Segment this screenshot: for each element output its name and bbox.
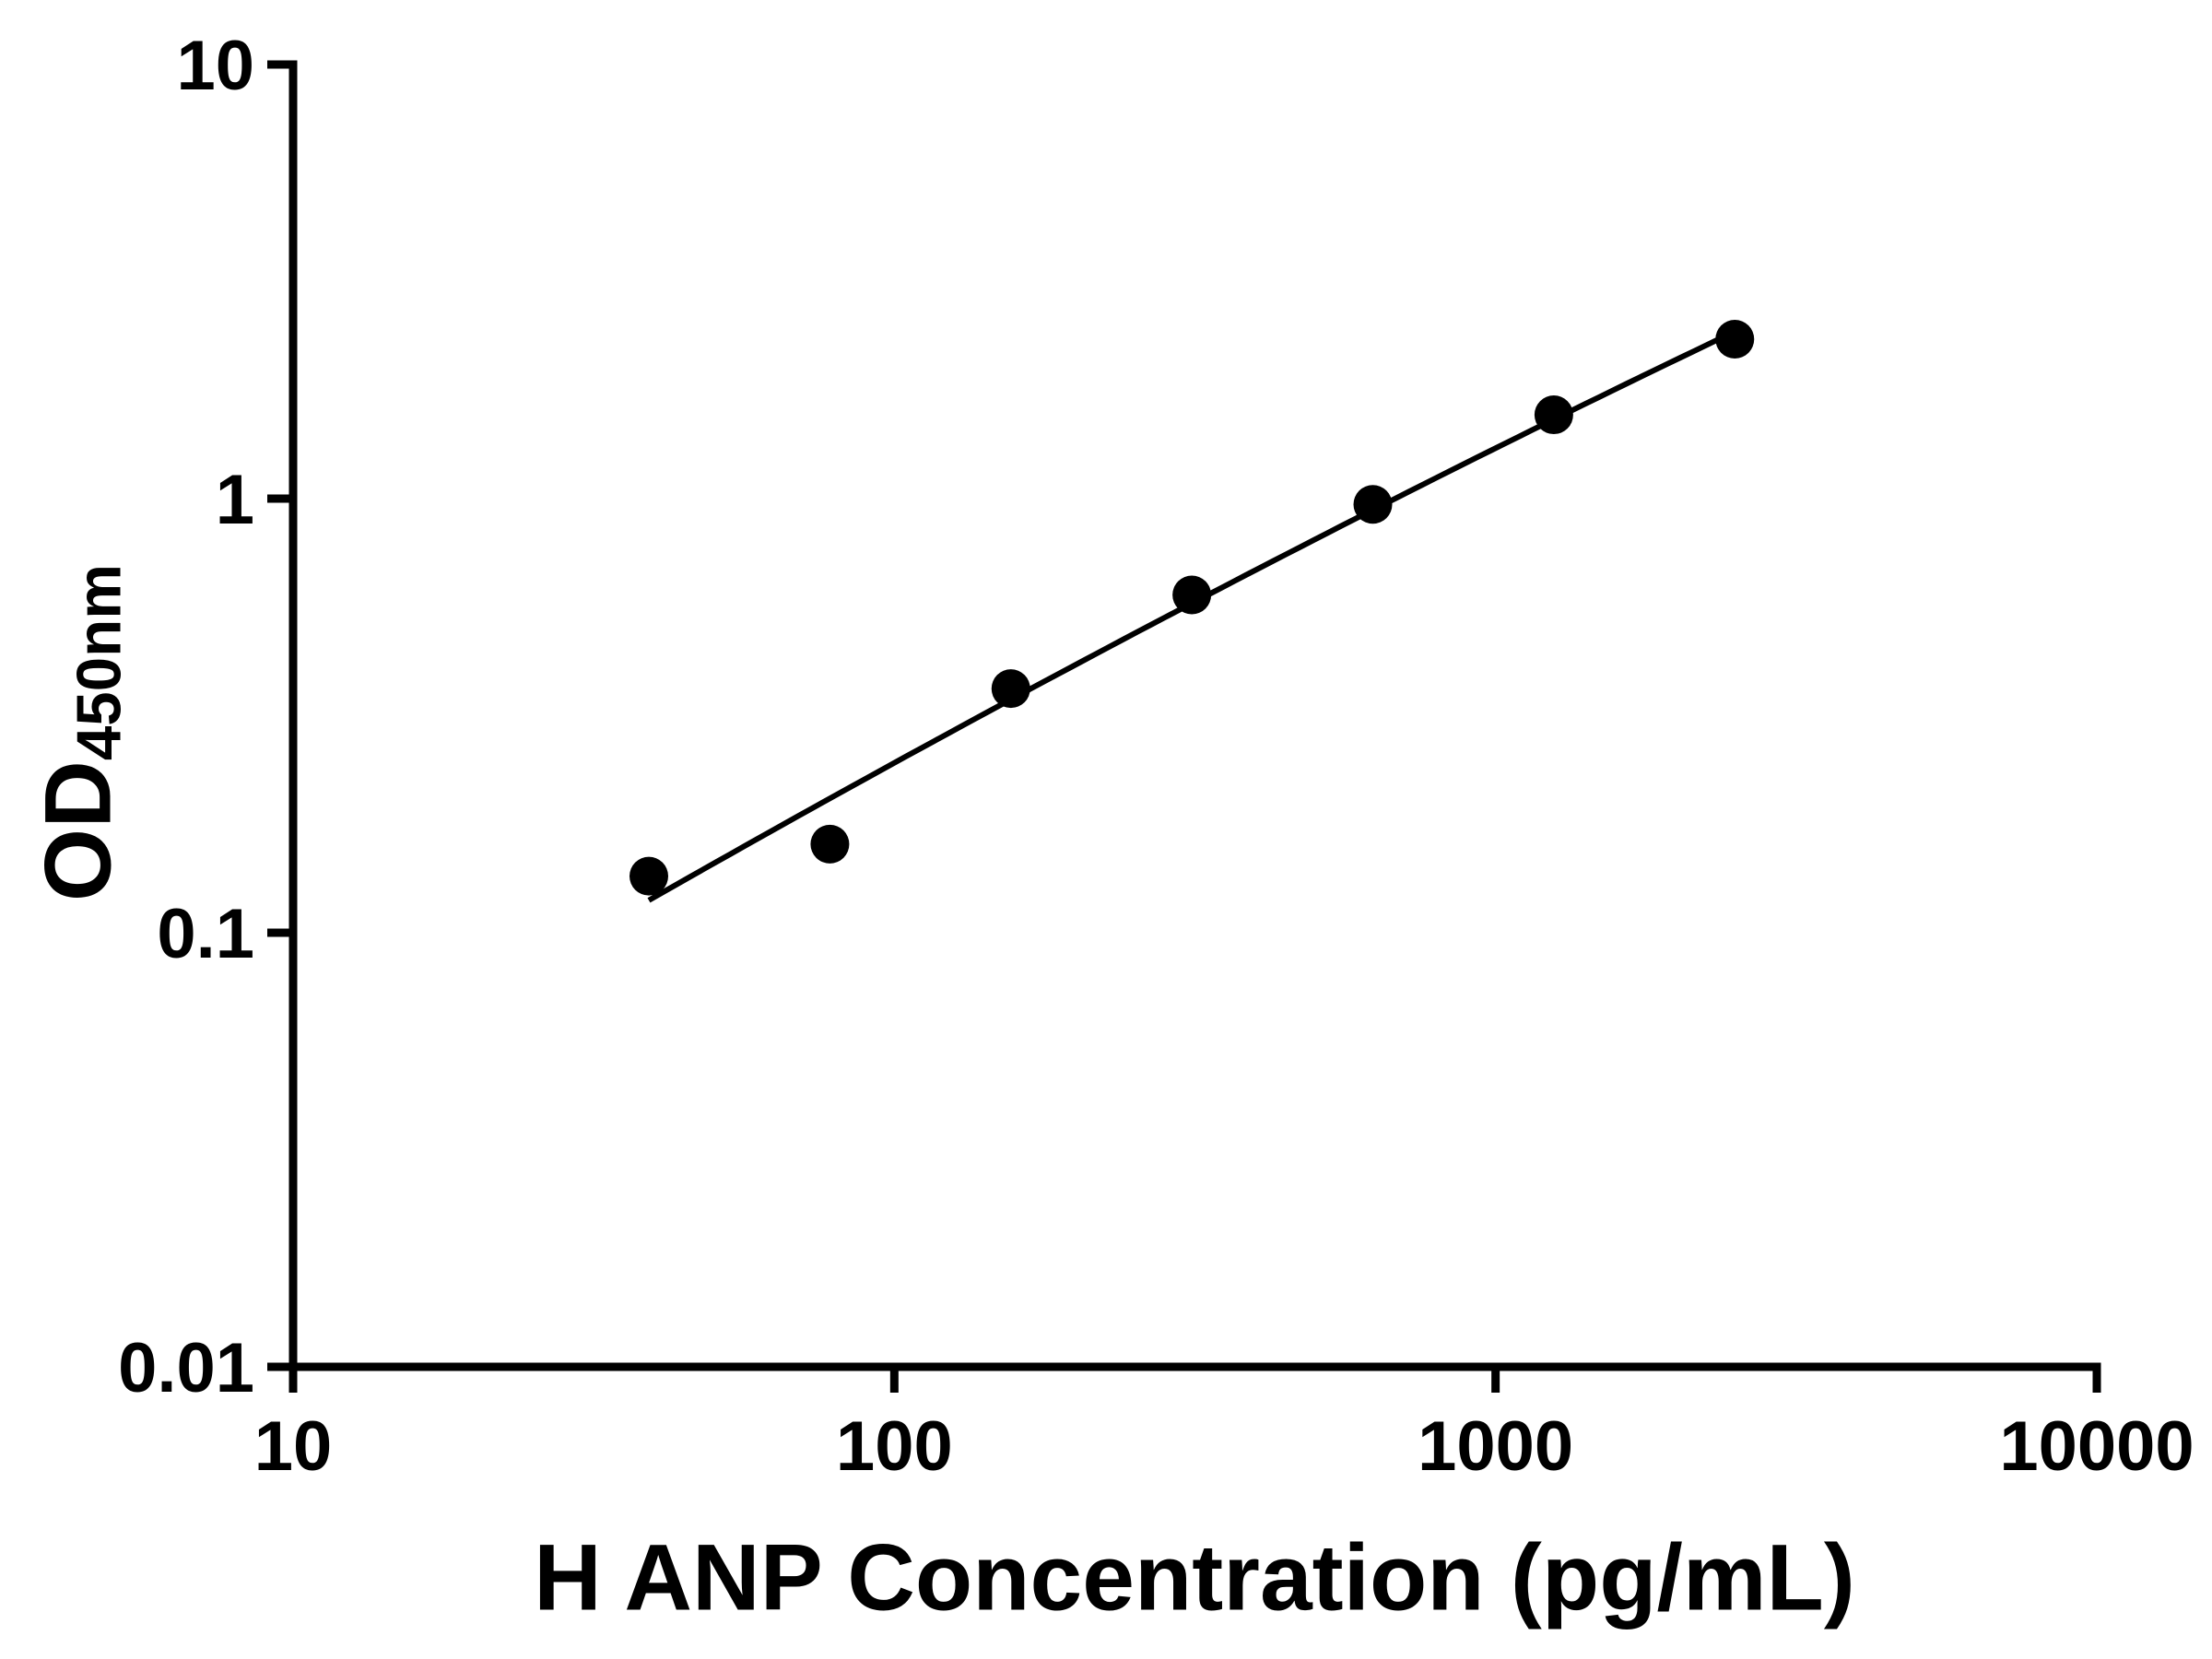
- data-point: [1534, 395, 1573, 435]
- data-point: [629, 856, 669, 896]
- axes: [288, 60, 2101, 1371]
- data-point: [991, 669, 1030, 709]
- y-axis-title: OD450nm: [25, 563, 135, 902]
- y-axis-title-subscript: 450nm: [65, 563, 135, 761]
- y-axis-title-main: OD: [25, 760, 131, 902]
- y-tick-label: 1: [216, 461, 254, 539]
- data-point: [1172, 575, 1212, 615]
- data-point: [1353, 485, 1393, 524]
- y-tick-label: 10: [176, 27, 254, 105]
- y-tick-label: 0.1: [157, 895, 254, 973]
- x-tick-label: 10000: [1999, 1407, 2194, 1486]
- data-point: [810, 824, 850, 864]
- x-tick-label: 100: [836, 1407, 953, 1486]
- x-tick-label: 10: [254, 1407, 333, 1486]
- x-tick-label: 1000: [1418, 1407, 1573, 1486]
- y-tick-label: 0.01: [118, 1329, 254, 1407]
- x-axis-title: H ANP Concentration (pg/mL): [534, 1524, 1855, 1630]
- data-point: [1715, 319, 1755, 359]
